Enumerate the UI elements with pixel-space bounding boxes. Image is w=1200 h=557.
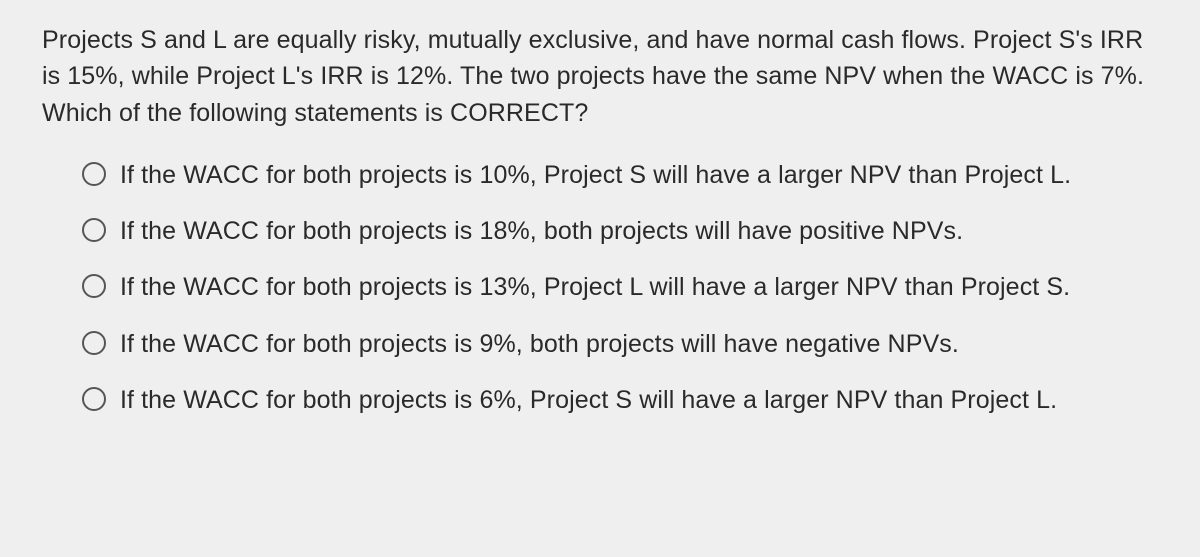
option-3-label: If the WACC for both projects is 13%, Pr…	[120, 269, 1070, 305]
option-1[interactable]: If the WACC for both projects is 10%, Pr…	[82, 157, 1158, 193]
radio-icon[interactable]	[82, 274, 106, 298]
radio-icon[interactable]	[82, 218, 106, 242]
option-3[interactable]: If the WACC for both projects is 13%, Pr…	[82, 269, 1158, 305]
radio-icon[interactable]	[82, 162, 106, 186]
option-4-label: If the WACC for both projects is 9%, bot…	[120, 326, 959, 362]
radio-icon[interactable]	[82, 331, 106, 355]
option-5[interactable]: If the WACC for both projects is 6%, Pro…	[82, 382, 1158, 418]
option-5-label: If the WACC for both projects is 6%, Pro…	[120, 382, 1057, 418]
question-text: Projects S and L are equally risky, mutu…	[42, 22, 1158, 131]
options-group: If the WACC for both projects is 10%, Pr…	[42, 157, 1158, 418]
option-2-label: If the WACC for both projects is 18%, bo…	[120, 213, 963, 249]
option-1-label: If the WACC for both projects is 10%, Pr…	[120, 157, 1071, 193]
option-2[interactable]: If the WACC for both projects is 18%, bo…	[82, 213, 1158, 249]
option-4[interactable]: If the WACC for both projects is 9%, bot…	[82, 326, 1158, 362]
radio-icon[interactable]	[82, 387, 106, 411]
